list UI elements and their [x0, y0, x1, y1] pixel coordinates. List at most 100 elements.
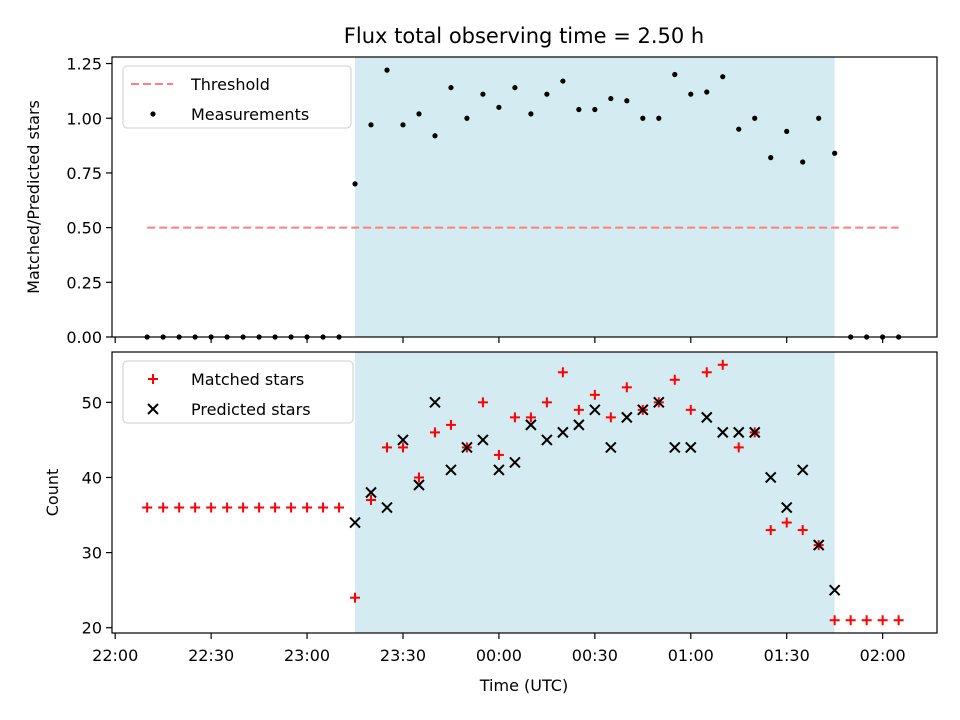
data-point [352, 181, 358, 187]
y-tick-label: 40 [82, 468, 102, 487]
data-point [608, 95, 614, 102]
data-point [429, 396, 441, 409]
data-point [592, 106, 598, 113]
legend-swatch [150, 111, 156, 117]
legend-swatch [148, 374, 158, 384]
data-point [796, 464, 809, 476]
data-point [800, 159, 806, 165]
data-point [416, 111, 422, 117]
data-point [704, 89, 710, 95]
data-point [736, 126, 742, 132]
data-point [368, 122, 374, 128]
data-point [349, 516, 361, 529]
data-point [720, 74, 726, 80]
data-point [768, 155, 774, 161]
data-point [509, 412, 520, 423]
chart-title: Flux total observing time = 2.50 h [344, 24, 704, 48]
data-point [381, 501, 393, 514]
data-point [222, 502, 233, 513]
data-point [621, 382, 632, 393]
x-tick-label: 23:30 [380, 646, 426, 665]
data-point [701, 367, 712, 378]
data-point [685, 404, 696, 415]
data-point [701, 411, 713, 424]
data-point [653, 396, 665, 409]
data-point [432, 133, 438, 139]
data-point [812, 539, 825, 551]
data-point [512, 85, 518, 91]
data-point [477, 397, 488, 408]
data-point [493, 464, 505, 476]
axes-frame [111, 351, 938, 634]
legend-label: Threshold [190, 75, 270, 94]
data-point [496, 104, 502, 110]
data-point [656, 115, 662, 121]
legend-label: Predicted stars [191, 400, 311, 419]
data-point [509, 456, 521, 469]
data-point [493, 449, 504, 460]
data-point [464, 115, 470, 121]
data-point [573, 419, 585, 431]
data-point [573, 404, 584, 415]
data-point [784, 128, 790, 134]
data-point [816, 115, 822, 121]
data-point [544, 91, 550, 97]
data-point [206, 502, 217, 513]
data-point [525, 412, 536, 423]
data-point [781, 517, 792, 528]
data-point [589, 404, 601, 416]
data-point [445, 419, 456, 430]
data-point [749, 426, 761, 439]
data-point [477, 434, 489, 446]
legend: Matched stars Predicted stars [122, 360, 354, 424]
data-point [717, 359, 728, 370]
legend-label: Matched stars [191, 370, 304, 389]
data-point [528, 111, 534, 117]
data-point [541, 397, 552, 408]
data-point [382, 442, 392, 453]
data-point [669, 441, 681, 454]
data-point [557, 426, 569, 439]
data-point [413, 472, 424, 483]
data-point [445, 464, 457, 476]
data-point [672, 71, 678, 78]
y-tick-label: 1.00 [66, 109, 102, 128]
x-tick-label: 22:30 [188, 646, 234, 665]
data-point [669, 374, 680, 385]
series-matched-stars [142, 359, 904, 626]
x-tick-label: 22:00 [92, 646, 138, 665]
y-tick-label: 0.00 [66, 328, 102, 347]
x-axis-label: Time (UTC) [479, 676, 568, 695]
data-point [318, 502, 329, 513]
data-point [384, 67, 390, 73]
data-point [765, 471, 777, 484]
data-point [752, 115, 758, 121]
x-tick-label: 00:30 [572, 646, 618, 665]
y-axis-label: Count [43, 469, 62, 517]
y-tick-label: 0.75 [66, 164, 102, 183]
data-point [560, 78, 566, 84]
data-point [350, 592, 361, 603]
data-point [525, 419, 537, 431]
data-point [270, 502, 281, 513]
axes-frame [111, 56, 938, 338]
data-point [142, 502, 153, 513]
data-point [621, 411, 633, 424]
x-tick-label: 02:00 [860, 646, 906, 665]
data-point [413, 479, 425, 491]
x-tick-label: 01:00 [668, 646, 714, 665]
ratio-panel: 0.00 0.25 0.50 0.75 1.00 1.25 Matched/Predicte… [24, 55, 938, 347]
data-point [365, 486, 377, 499]
legend-box [122, 65, 352, 129]
data-point [190, 502, 201, 513]
data-point [254, 502, 265, 513]
data-point [429, 427, 440, 438]
y-tick-label: 50 [82, 393, 102, 412]
x-tick-label: 00:00 [476, 646, 522, 665]
data-point [366, 495, 377, 506]
data-point [605, 412, 616, 423]
data-point [685, 441, 697, 454]
data-point [541, 434, 553, 446]
data-point [397, 434, 409, 446]
